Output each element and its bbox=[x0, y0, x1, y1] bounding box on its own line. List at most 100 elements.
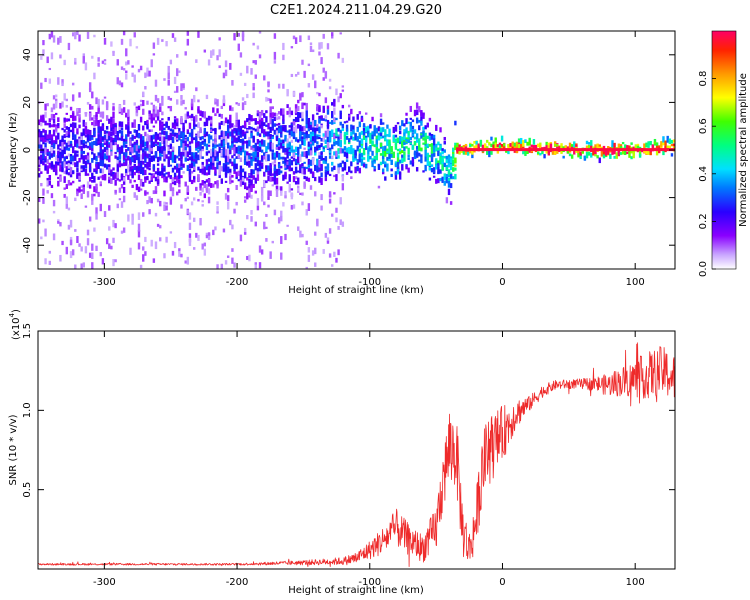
spectrogram-cell bbox=[93, 127, 96, 134]
spectrogram-cell bbox=[50, 52, 54, 60]
spectrogram-cell bbox=[345, 151, 349, 159]
spectrogram-cell bbox=[91, 141, 94, 149]
spectrogram-cell bbox=[413, 136, 417, 140]
spectrogram-cell bbox=[613, 142, 616, 150]
spectrogram-cell bbox=[324, 169, 328, 173]
spectrogram-cell bbox=[645, 142, 648, 148]
spectrogram-cell bbox=[101, 60, 105, 64]
spectrogram-cell bbox=[163, 173, 166, 180]
spectrogram-cell bbox=[239, 134, 243, 138]
spectrogram-cell bbox=[248, 113, 251, 121]
spectrogram-cell bbox=[553, 149, 557, 155]
spectrogram-cell bbox=[82, 128, 85, 134]
spectrogram-cell bbox=[263, 134, 266, 137]
spectrogram-cell bbox=[40, 137, 43, 141]
spectrogram-cell bbox=[61, 240, 64, 246]
spectrogram-cell bbox=[205, 131, 209, 137]
spectrogram-cell bbox=[80, 193, 83, 199]
spectrogram-cell bbox=[384, 145, 387, 151]
spectrogram-cell bbox=[80, 148, 83, 154]
spectrogram-cell bbox=[203, 168, 207, 175]
spectrogram-cell bbox=[258, 262, 262, 269]
spectrogram-cell bbox=[390, 173, 393, 178]
spectrogram-cell bbox=[52, 129, 56, 137]
spectrogram-cell bbox=[309, 141, 313, 145]
spectrogram-cell bbox=[116, 203, 119, 209]
spectrogram-cell bbox=[398, 125, 402, 131]
spectrogram-cell bbox=[498, 142, 502, 147]
spectrogram-cell bbox=[42, 161, 45, 166]
spectrogram-cell bbox=[413, 129, 417, 134]
spectrogram-cell bbox=[142, 108, 145, 115]
spectrogram-cell bbox=[384, 150, 387, 157]
spectrogram-cell bbox=[415, 133, 419, 140]
spectrogram-cell bbox=[127, 115, 130, 122]
spectrogram-cell bbox=[42, 219, 45, 223]
spectrogram-cell bbox=[322, 105, 325, 113]
spectrogram-cell bbox=[152, 173, 156, 179]
spectrogram-cell bbox=[229, 219, 232, 226]
spectrogram-cell bbox=[103, 163, 107, 167]
spectrogram-cell bbox=[343, 134, 347, 140]
spectrogram-cell bbox=[269, 176, 272, 182]
spectrogram-cell bbox=[267, 97, 270, 101]
spectrogram-cell bbox=[144, 191, 147, 196]
spectrogram-cell bbox=[218, 168, 221, 176]
spectrogram-cell bbox=[318, 176, 321, 183]
spectrogram-cell bbox=[207, 178, 211, 183]
spectrogram-cell bbox=[139, 116, 143, 123]
spectrogram-cell bbox=[390, 153, 393, 158]
spectrogram-cell bbox=[452, 176, 455, 180]
spectrogram-cell bbox=[364, 126, 368, 133]
spectrogram-cell bbox=[129, 131, 132, 134]
spectrogram-cell bbox=[301, 59, 304, 65]
spectrogram-cell bbox=[74, 122, 77, 129]
spectrogram-cell bbox=[173, 119, 177, 127]
spectrogram-cell bbox=[331, 213, 334, 217]
spectrogram-cell bbox=[116, 144, 119, 148]
spectrogram-cell bbox=[556, 144, 559, 147]
spectrogram-cell bbox=[214, 166, 217, 174]
spectrogram-cell bbox=[99, 111, 102, 118]
spectrogram-cell bbox=[326, 124, 330, 129]
spectrogram-cell bbox=[243, 101, 247, 105]
spectrogram-cell bbox=[305, 130, 308, 135]
spectrogram-cell bbox=[290, 125, 294, 131]
spectrogram-cell bbox=[167, 125, 170, 130]
spectrogram-cell bbox=[260, 186, 264, 194]
spectrogram-cell bbox=[384, 129, 387, 136]
spectrogram-cell bbox=[101, 111, 105, 119]
spectrogram-cell bbox=[152, 169, 156, 172]
spectrogram-cell bbox=[207, 59, 211, 66]
spectrogram-cell bbox=[103, 96, 107, 99]
spectrogram-cell bbox=[169, 164, 173, 167]
spectrogram-cell bbox=[125, 73, 128, 80]
spectrogram-cell bbox=[260, 158, 264, 162]
spectrogram-cell bbox=[443, 156, 446, 159]
spectrogram-cell bbox=[173, 123, 177, 128]
spectrogram-cell bbox=[475, 140, 478, 145]
spectrogram-cell bbox=[91, 145, 94, 152]
spectrogram-cell bbox=[339, 162, 342, 168]
spectrogram-cell bbox=[161, 111, 164, 116]
spectrogram-cell bbox=[59, 140, 62, 144]
spectrogram-cell bbox=[422, 126, 425, 131]
x-tick-label: -100 bbox=[358, 277, 381, 288]
spectrogram-cell bbox=[352, 156, 355, 161]
spectrogram-cell bbox=[209, 148, 213, 156]
spectrogram-cell bbox=[314, 80, 317, 89]
spectrogram-cell bbox=[662, 142, 665, 146]
spectrogram-cell bbox=[243, 131, 247, 135]
spectrogram-cell bbox=[341, 148, 345, 154]
spectrogram-cell bbox=[307, 117, 311, 123]
spectrogram-cell bbox=[320, 155, 323, 160]
spectrogram-cell bbox=[188, 115, 192, 119]
spectrogram-cell bbox=[367, 130, 370, 134]
spectrogram-cell bbox=[93, 175, 96, 179]
spectrogram-cell bbox=[333, 98, 336, 103]
spectrogram-cell bbox=[309, 124, 313, 131]
spectrogram-cell bbox=[209, 129, 213, 132]
spectrogram-cell bbox=[258, 133, 262, 137]
spectrogram-cell bbox=[180, 83, 183, 92]
spectrogram-cell bbox=[309, 159, 313, 166]
